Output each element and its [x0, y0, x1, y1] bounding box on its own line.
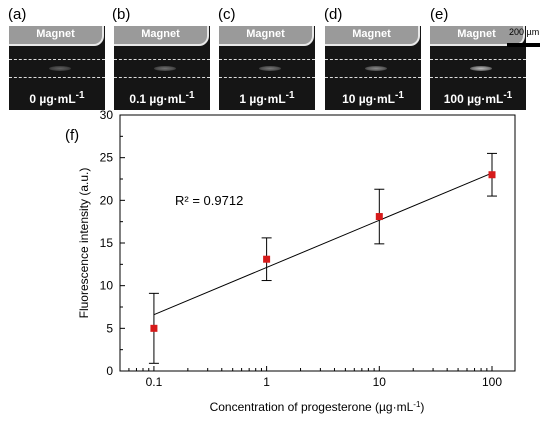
- channel-lower-edge: [9, 77, 105, 78]
- data-point: [488, 171, 496, 179]
- y-tick-label: 0: [106, 364, 113, 378]
- data-point: [150, 324, 158, 332]
- panel-label-b: (b): [112, 6, 131, 23]
- y-tick-label: 30: [100, 108, 114, 122]
- micrograph-b: Magnet 0.1 µg·mL-1: [114, 26, 210, 110]
- channel-lower-edge: [114, 77, 210, 78]
- magnet-label: Magnet: [430, 26, 525, 46]
- panel-label-d: (d): [324, 6, 343, 23]
- concentration-label: 0.1 µg·mL-1: [129, 90, 195, 106]
- data-point: [263, 255, 271, 263]
- r-squared-annotation: R² = 0.9712: [175, 193, 243, 208]
- fluorescence-spot: [365, 66, 387, 71]
- channel-lower-edge: [430, 77, 526, 78]
- x-tick-label: 100: [482, 375, 502, 389]
- y-tick-label: 20: [100, 193, 114, 207]
- y-axis-label: Fluorescence intensity (a.u.): [77, 168, 91, 319]
- magnet-label: Magnet: [114, 26, 209, 46]
- panel-label-c: (c): [218, 6, 236, 23]
- data-point: [375, 213, 383, 221]
- fluorescence-spot: [154, 66, 176, 71]
- micrograph-e: Magnet 100 µg·mL-1: [430, 26, 526, 110]
- fluorescence-spot: [49, 66, 71, 71]
- y-tick-label: 10: [100, 279, 114, 293]
- magnet-label: Magnet: [219, 26, 314, 46]
- x-axis-label: Concentration of progesterone (µg·mL-1): [210, 400, 425, 415]
- fluorescence-spot: [470, 66, 492, 71]
- channel-upper-edge: [114, 59, 210, 60]
- x-tick-label: 10: [373, 375, 387, 389]
- channel-upper-edge: [219, 59, 315, 60]
- concentration-label: 1 µg·mL-1: [239, 90, 295, 106]
- channel-upper-edge: [325, 59, 421, 60]
- channel-upper-edge: [430, 59, 526, 60]
- concentration-label: 100 µg·mL-1: [443, 90, 513, 106]
- magnet-label: Magnet: [325, 26, 420, 46]
- concentration-label: 10 µg·mL-1: [342, 90, 404, 106]
- y-tick-label: 25: [100, 151, 114, 165]
- panel-label-f: (f): [65, 127, 79, 144]
- y-tick-label: 5: [106, 321, 113, 335]
- y-tick-label: 15: [100, 236, 114, 250]
- x-tick-label: 1: [263, 375, 270, 389]
- concentration-label: 0 µg·mL-1: [29, 90, 85, 106]
- x-tick-label: 0.1: [146, 375, 163, 389]
- fit-line: [153, 172, 493, 316]
- magnet-label: Magnet: [9, 26, 104, 46]
- channel-lower-edge: [219, 77, 315, 78]
- fluorescence-spot: [259, 66, 281, 71]
- micrograph-c: Magnet 1 µg·mL-1: [219, 26, 315, 110]
- panel-label-e: (e): [430, 6, 449, 23]
- plot-frame: [119, 114, 516, 372]
- channel-upper-edge: [9, 59, 105, 60]
- micrograph-d: Magnet 10 µg·mL-1: [325, 26, 421, 110]
- panel-label-a: (a): [8, 6, 27, 23]
- channel-lower-edge: [325, 77, 421, 78]
- scale-bar-label: 200 µm: [509, 27, 540, 37]
- scale-bar: [507, 43, 540, 47]
- micrograph-a: Magnet 0 µg·mL-1: [9, 26, 105, 110]
